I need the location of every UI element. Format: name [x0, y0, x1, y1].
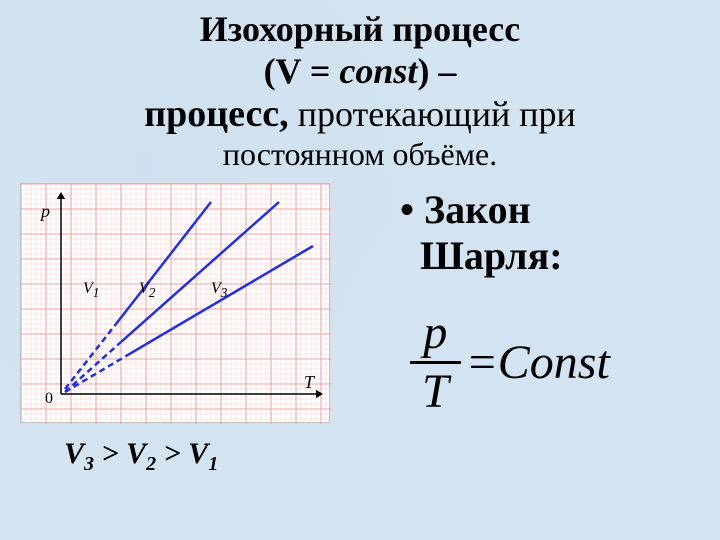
ineq-v3: V	[188, 437, 208, 470]
formula-equals: =	[469, 335, 496, 390]
series-label-3: V3	[211, 280, 227, 301]
formula-fraction: p T	[410, 309, 461, 416]
ineq-s3: 1	[208, 453, 218, 475]
ineq-v2: V	[126, 437, 146, 470]
formula-rhs: Const	[498, 335, 610, 390]
formula-numerator: p	[411, 309, 459, 357]
ineq-gt1: >	[94, 437, 126, 470]
ineq-s2: 2	[146, 453, 156, 475]
chart-column: p T 0 V1 V2 V3	[20, 183, 350, 423]
ineq-v1: V	[64, 437, 84, 470]
law-name-l2: Шарля:	[420, 233, 563, 278]
title-l3-rest: протекающий при	[289, 94, 576, 134]
chart-svg	[21, 184, 331, 424]
content-row: pT0V1V2V3 • Закон Шарля: p T = Const	[0, 173, 720, 423]
y-axis-label: p	[41, 201, 50, 222]
origin-label: 0	[45, 390, 53, 408]
bullet-icon: •	[400, 187, 414, 232]
isochoric-chart: p T 0 V1 V2 V3	[20, 183, 330, 423]
title-l2-const: const	[339, 51, 417, 91]
title-l2-suffix: ) –	[417, 51, 456, 91]
law-name-l1: Закон	[424, 187, 531, 232]
title-l2-prefix: (V =	[264, 51, 340, 91]
title-block: Изохорный процесс (V = const) – процесс,…	[0, 0, 720, 173]
volume-inequality: V3 > V2 > V1	[0, 423, 720, 476]
title-line-1: Изохорный процесс	[20, 8, 700, 50]
law-heading: • Закон Шарля:	[380, 183, 690, 279]
x-axis-label: T	[304, 372, 314, 393]
title-line-2: (V = const) –	[20, 50, 700, 92]
ineq-gt2: >	[156, 437, 188, 470]
series-label-2: V2	[139, 280, 155, 301]
formula: p T = Const	[380, 309, 690, 416]
title-line-4: постоянном объёме.	[20, 136, 700, 173]
series-label-1: V1	[83, 280, 99, 301]
title-line-3: процесс, протекающий при	[20, 92, 700, 136]
formula-denominator: T	[410, 368, 461, 416]
title-l3-bold: процесс,	[144, 93, 289, 135]
text-column: • Закон Шарля: p T = Const	[350, 183, 690, 423]
fraction-bar	[410, 361, 461, 364]
ineq-s1: 3	[84, 453, 94, 475]
